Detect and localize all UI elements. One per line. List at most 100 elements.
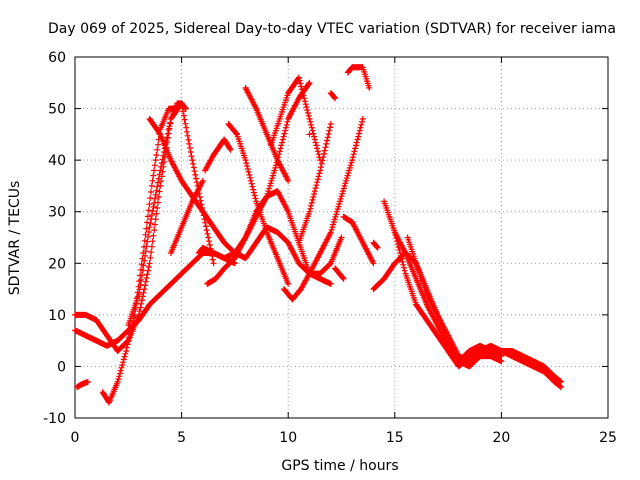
data-point [250, 186, 257, 193]
data-point [142, 278, 149, 285]
data-point [306, 131, 313, 138]
data-point [308, 121, 314, 128]
series-s15 [280, 115, 366, 303]
x-tick-label: 15 [386, 430, 404, 446]
data-point [296, 77, 303, 84]
data-point [156, 188, 163, 195]
data-point [156, 171, 163, 178]
data-point [400, 264, 407, 271]
data-point [209, 256, 216, 263]
data-point [153, 152, 160, 158]
data-point [331, 94, 338, 101]
data-point [284, 118, 291, 125]
data-point [251, 192, 258, 199]
data-point [298, 86, 305, 93]
data-point [202, 219, 209, 226]
data-point [117, 367, 124, 374]
data-point [154, 146, 161, 153]
data-point [302, 98, 308, 105]
data-point [233, 130, 240, 137]
data-point [498, 353, 505, 360]
data-point [285, 280, 292, 287]
data-point [324, 137, 330, 144]
data-point [164, 134, 171, 141]
data-point [306, 79, 313, 86]
data-point [157, 167, 164, 174]
data-point [185, 136, 192, 143]
data-point [558, 384, 565, 391]
series-s14 [268, 74, 324, 164]
data-point [226, 145, 233, 152]
data-point [340, 275, 347, 282]
data-point [205, 234, 212, 241]
data-point [124, 341, 131, 348]
data-point [116, 373, 123, 380]
data-point [320, 154, 327, 161]
data-point [307, 205, 314, 212]
data-point [206, 238, 212, 245]
data-point [321, 150, 327, 157]
data-point [244, 166, 251, 172]
data-point [310, 194, 317, 200]
data-point [247, 177, 254, 184]
data-point [119, 362, 126, 368]
data-point [143, 225, 150, 232]
data-point [142, 248, 149, 255]
series-s1 [72, 79, 313, 349]
data-point [182, 120, 189, 127]
series-s16 [295, 121, 334, 246]
data-point [316, 170, 323, 177]
series-s7 [167, 177, 206, 256]
data-point [311, 188, 318, 195]
data-point [148, 243, 155, 250]
data-point [186, 140, 193, 147]
data-point [398, 255, 405, 262]
data-point [308, 202, 314, 209]
data-point [147, 195, 154, 202]
series-s19 [332, 265, 347, 282]
axis-ticks: 0 5 10 15 20 25 -10 0 10 20 30 40 50 60 [43, 50, 617, 446]
data-point [155, 141, 161, 148]
data-point [359, 115, 366, 122]
data-point [351, 148, 358, 155]
data-point [140, 289, 147, 296]
data-point [325, 131, 332, 137]
data-point [353, 139, 360, 146]
data-point [120, 359, 127, 366]
data-point [203, 227, 210, 234]
data-point [282, 127, 289, 134]
data-point [326, 127, 333, 134]
data-point [306, 208, 313, 215]
data-point [314, 179, 321, 186]
data-point [123, 344, 130, 351]
data-point [144, 213, 151, 220]
data-point [154, 205, 161, 211]
data-point [193, 175, 200, 182]
x-tick-label: 5 [177, 430, 186, 446]
data-point [149, 238, 156, 245]
data-point [151, 162, 158, 169]
data-point [317, 164, 324, 171]
data-point [197, 197, 204, 204]
data-point [318, 160, 325, 167]
data-point [140, 262, 147, 269]
series-s8 [170, 100, 189, 117]
data-point [309, 196, 316, 203]
data-point [146, 201, 153, 208]
data-point [136, 286, 143, 293]
data-point [128, 325, 135, 331]
data-point [153, 187, 160, 194]
data-point [322, 144, 329, 151]
data-point [319, 157, 326, 164]
series-s20 [340, 213, 377, 267]
data-point [285, 177, 292, 184]
data-point [160, 152, 167, 159]
data-point [355, 133, 362, 140]
data-point [155, 179, 161, 186]
data-point [374, 244, 380, 250]
data-point [349, 154, 356, 161]
data-point [400, 261, 407, 268]
chart-title: Day 069 of 2025, Sidereal Day-to-day VTE… [48, 21, 616, 37]
data-point [354, 136, 361, 143]
data-point [142, 282, 149, 289]
